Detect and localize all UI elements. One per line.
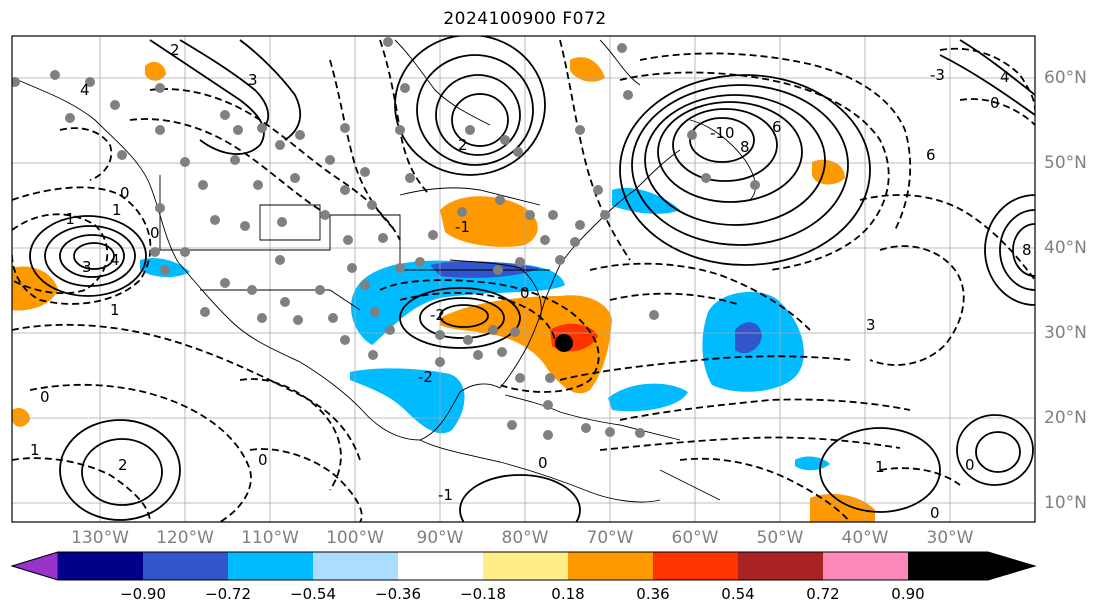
contour-label: 0 [40, 388, 50, 406]
lat-label: 40°N [1044, 238, 1087, 258]
contour-label: -1 [60, 210, 75, 228]
colorbar [10, 551, 1037, 581]
colorbar-label: −0.18 [460, 585, 506, 603]
contour-label: 1 [110, 301, 120, 319]
contour-label: 0 [990, 94, 1000, 112]
contour-label: 1 [30, 441, 40, 459]
colorbar-label: 0.18 [551, 585, 585, 603]
colorbar-segment [483, 552, 568, 580]
lon-label: 110°W [241, 528, 299, 548]
negative-shade-region [795, 456, 830, 471]
contour-label: -10 [710, 124, 735, 142]
lat-label: 10°N [1044, 493, 1087, 513]
colorbar-label: 0.54 [721, 585, 755, 603]
positive-shade-region [12, 408, 30, 427]
colorbar-segment [738, 552, 823, 580]
lon-label: 130°W [71, 528, 129, 548]
contour-label: 3 [82, 258, 92, 276]
colorbar-label: 0.36 [636, 585, 670, 603]
contour-label: 0 [538, 454, 548, 472]
contour-label: 2 [170, 41, 180, 59]
colorbar-segment [313, 552, 398, 580]
colorbar-label: 0.72 [806, 585, 840, 603]
colorbar-segment [10, 551, 59, 581]
contour-label: 0 [150, 224, 160, 242]
colorbar-label: −0.90 [120, 585, 166, 603]
negative-shade-region [350, 368, 465, 434]
positive-shade-region [812, 159, 845, 185]
lon-label: 90°W [416, 528, 464, 548]
lat-label: 60°N [1044, 68, 1087, 88]
station-dots [12, 37, 760, 440]
lat-label: 50°N [1044, 153, 1087, 173]
negative-shade-region [608, 383, 688, 412]
contour-label: 6 [926, 146, 936, 164]
lon-label: 60°W [671, 528, 719, 548]
map-frame [11, 35, 1036, 523]
contour-label: -1 [455, 218, 470, 236]
contour-label: 0 [965, 456, 975, 474]
contour-label: 0 [930, 504, 940, 522]
colorbar-segment [908, 552, 1035, 580]
contour-label: 3 [866, 316, 876, 334]
contour-label: 0 [258, 451, 268, 469]
colorbar-segment [398, 552, 483, 580]
colorbar-segment [143, 552, 228, 580]
contour-label: 2 [458, 136, 468, 154]
lon-label: 100°W [326, 528, 384, 548]
colorbar-label: 0.90 [891, 585, 925, 603]
lat-label: 30°N [1044, 323, 1087, 343]
colorbar-segment [58, 552, 143, 580]
colorbar-segment [568, 552, 653, 580]
contour-label: 0 [520, 284, 530, 302]
contour-label: 3 [248, 71, 258, 89]
lon-label: 30°W [926, 528, 974, 548]
positive-contours [29, 36, 1035, 522]
colorbar-label: −0.36 [375, 585, 421, 603]
contour-label: 4 [1000, 68, 1010, 86]
contour-label-group: 2 3 4 0 -1 1 0 3 4 2 -10 6 8 6 4 -3 0 8 … [30, 41, 1032, 522]
contour-label: -3 [930, 66, 945, 84]
contour-label: -2 [418, 368, 433, 386]
center-marker [555, 334, 573, 352]
contour-label: 8 [740, 138, 750, 156]
negative-shade-region [612, 188, 680, 214]
colorbar-segment [228, 552, 313, 580]
negative-shade-region [351, 260, 565, 345]
colorbar-outline [10, 551, 1037, 581]
positive-shade-region [440, 295, 612, 394]
colorbar-label: −0.72 [205, 585, 251, 603]
contour-label: 2 [118, 456, 128, 474]
contour-label: 8 [1022, 241, 1032, 259]
lon-label: 70°W [586, 528, 634, 548]
map-title: 2024100900 F072 [443, 9, 607, 29]
positive-shade-region [570, 57, 605, 82]
negative-contours [12, 39, 1035, 522]
lon-label: 40°W [841, 528, 889, 548]
lon-label: 50°W [756, 528, 804, 548]
contour-label: -1 [438, 486, 453, 504]
lon-label: 120°W [156, 528, 214, 548]
colorbar-segment [823, 552, 908, 580]
lon-label: 80°W [501, 528, 549, 548]
contour-label: 1 [112, 201, 122, 219]
contour-label: -2 [430, 306, 445, 324]
lat-label: 20°N [1044, 408, 1087, 428]
contour-label: 4 [110, 251, 120, 269]
positive-shade-region [145, 61, 166, 81]
colorbar-segment [653, 552, 738, 580]
contour-label: 6 [772, 118, 782, 136]
contour-label: 1 [875, 458, 885, 476]
negative-shade-region [735, 322, 762, 354]
colorbar-label: −0.54 [290, 585, 336, 603]
contour-label: 4 [80, 81, 90, 99]
contour-label: 0 [120, 184, 130, 202]
